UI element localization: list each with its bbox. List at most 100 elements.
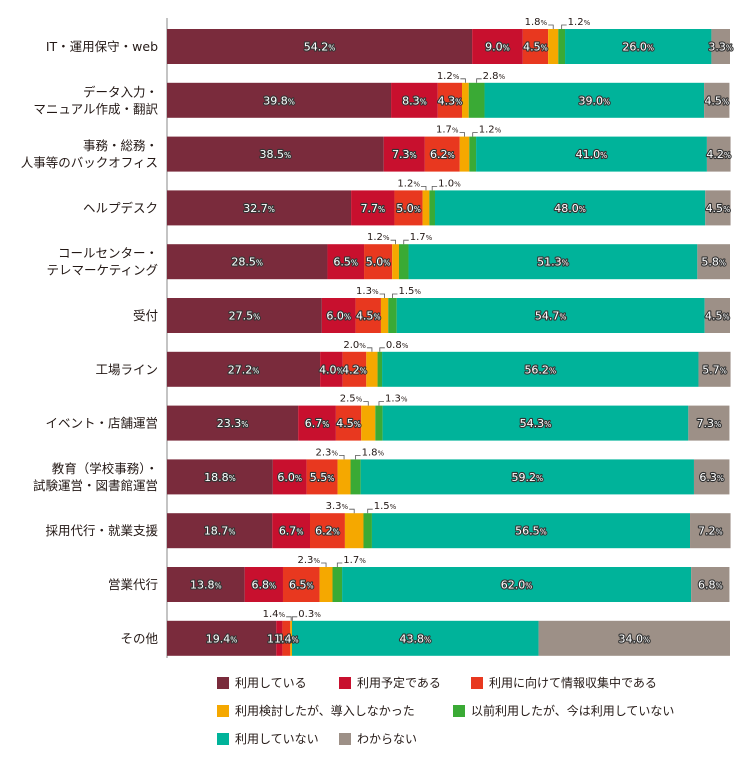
callout-label: 1.8% bbox=[362, 447, 385, 458]
data-label: 4.5% bbox=[704, 94, 729, 107]
bar-segment bbox=[469, 136, 477, 172]
legend-swatch bbox=[339, 732, 351, 745]
callout-leader bbox=[392, 293, 398, 298]
callout-label: 2.5% bbox=[340, 394, 363, 405]
data-label: 27.2% bbox=[228, 363, 260, 376]
callout-label: 1.3% bbox=[356, 286, 379, 297]
data-label: 54.7% bbox=[535, 310, 567, 323]
bar-segment bbox=[422, 190, 430, 226]
data-label: 18.7% bbox=[204, 525, 236, 538]
bar-segment bbox=[335, 405, 362, 441]
legend-item: 利用検討したが、導入しなかった bbox=[217, 702, 415, 719]
legend-swatch bbox=[217, 732, 229, 745]
bar-segment bbox=[383, 136, 425, 172]
bar-segment bbox=[476, 136, 707, 172]
data-label: 13.8% bbox=[190, 579, 222, 592]
legend-label: 利用していない bbox=[235, 732, 319, 746]
bar-segment bbox=[363, 513, 372, 549]
callout-label: 1.0% bbox=[438, 178, 461, 189]
bar-segment bbox=[371, 513, 691, 549]
callout-leader bbox=[403, 239, 409, 245]
bar-segment bbox=[688, 405, 730, 441]
legend-label: 以前利用したが、今は利用していない bbox=[471, 704, 675, 718]
bar-segment bbox=[320, 351, 343, 387]
bar-segment bbox=[705, 190, 731, 226]
data-label: 19.4% bbox=[206, 632, 238, 645]
bar-segment bbox=[337, 459, 351, 495]
bar-segment bbox=[327, 244, 365, 280]
data-label: 6.5% bbox=[289, 579, 314, 592]
legend-item: わからない bbox=[339, 730, 417, 747]
bar-segment bbox=[522, 29, 549, 64]
category-label: 事務・総務・人事等のバックオフィス bbox=[21, 138, 158, 170]
data-label: 4.5% bbox=[706, 202, 731, 215]
callout-label: 1.2% bbox=[568, 17, 591, 28]
bar-segment bbox=[272, 459, 307, 495]
callout-leader bbox=[459, 132, 465, 137]
category-label: IT・運用保守・web bbox=[46, 39, 158, 54]
bar-segment bbox=[691, 567, 730, 602]
data-label: 32.7% bbox=[243, 202, 275, 215]
bar-segment bbox=[167, 298, 322, 333]
callout-leader bbox=[378, 401, 384, 406]
callout-label: 1.4% bbox=[263, 609, 286, 620]
data-label: 9.0% bbox=[485, 41, 510, 54]
callout-leader bbox=[561, 24, 567, 29]
callout-label: 1.2% bbox=[367, 232, 390, 243]
data-label: 7.7% bbox=[360, 202, 385, 215]
bar-segment bbox=[380, 298, 389, 333]
bar-segment bbox=[167, 244, 328, 280]
data-label: 3.3% bbox=[708, 41, 733, 54]
legend-label: 利用に向けて情報収集中である bbox=[489, 676, 657, 690]
data-label: 6.0% bbox=[277, 471, 302, 484]
data-label: 51.3% bbox=[537, 256, 569, 269]
data-label: 38.5% bbox=[260, 148, 292, 161]
bar-segment bbox=[706, 136, 731, 172]
data-label: 27.5% bbox=[229, 310, 261, 323]
data-label: 48.0% bbox=[554, 202, 586, 215]
data-label: 8.3% bbox=[402, 94, 427, 107]
bar-segment bbox=[408, 244, 698, 280]
data-label: 54.2% bbox=[304, 41, 336, 54]
bar-segment bbox=[364, 244, 393, 280]
bar-segment bbox=[282, 567, 320, 602]
data-label: 7.2% bbox=[698, 525, 723, 538]
bar-segment bbox=[459, 136, 470, 172]
category-label: 採用代行・就業支援 bbox=[45, 523, 158, 538]
data-label: 7.3% bbox=[392, 148, 417, 161]
data-label: 6.2% bbox=[430, 148, 455, 161]
data-label: 39.0% bbox=[578, 94, 610, 107]
data-label: 4.5% bbox=[705, 310, 730, 323]
data-label: 6.3% bbox=[699, 471, 724, 484]
bar-segment bbox=[282, 620, 291, 656]
bar-segment bbox=[434, 190, 706, 226]
callout-leader bbox=[336, 562, 343, 567]
data-label: 6.2% bbox=[315, 525, 340, 538]
callout-label: 2.0% bbox=[343, 340, 366, 351]
bar-segment bbox=[167, 620, 277, 656]
callout-label: 3.3% bbox=[326, 501, 349, 512]
data-label: 4.5% bbox=[336, 417, 361, 430]
data-label: 4.5% bbox=[356, 310, 381, 323]
bar-segment bbox=[472, 29, 523, 64]
bar-segment bbox=[366, 351, 378, 387]
bar-segment bbox=[167, 513, 273, 549]
callout-leader bbox=[420, 185, 427, 191]
callout-label: 1.7% bbox=[436, 125, 459, 136]
bar-segment bbox=[350, 459, 361, 495]
legend-label: わからない bbox=[357, 732, 418, 746]
bar-segment bbox=[167, 351, 321, 387]
legend-item: 利用していない bbox=[217, 730, 319, 747]
data-label: 18.8% bbox=[204, 471, 236, 484]
data-label: 4.2% bbox=[342, 363, 367, 376]
data-label: 4.5% bbox=[523, 41, 548, 54]
legend-swatch bbox=[217, 704, 229, 717]
bar-segment bbox=[690, 513, 731, 549]
category-label: ヘルプデスク bbox=[83, 200, 158, 215]
data-label: 28.5% bbox=[231, 256, 263, 269]
callout-label: 1.3% bbox=[385, 394, 408, 405]
bar-segment bbox=[167, 405, 299, 441]
data-label: 4.3% bbox=[438, 94, 463, 107]
callout-leader bbox=[355, 454, 361, 460]
bar-segment bbox=[290, 620, 292, 656]
